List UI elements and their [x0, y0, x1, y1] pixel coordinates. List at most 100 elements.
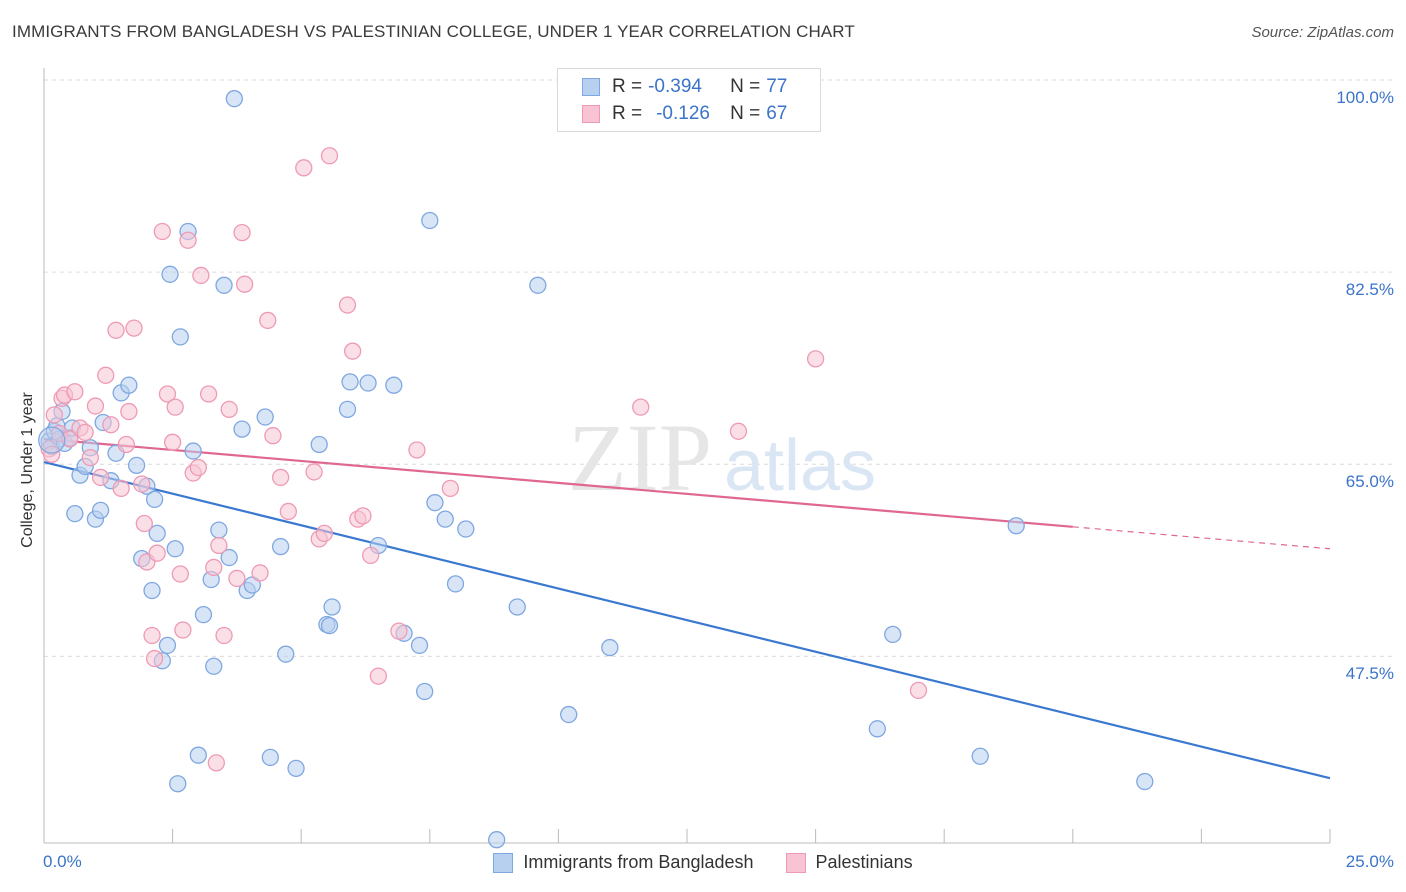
legend-label-bangladesh: Immigrants from Bangladesh [523, 852, 754, 872]
data-point [45, 406, 63, 424]
data-point [148, 544, 166, 562]
data-point [112, 479, 130, 498]
trend-line-1 [43, 437, 1073, 528]
data-point [488, 831, 506, 849]
data-point [169, 775, 187, 793]
data-point [135, 514, 153, 533]
data-point [1007, 517, 1025, 535]
series-legend: Immigrants from Bangladesh Palestinians [0, 852, 1406, 873]
data-point [228, 569, 246, 588]
data-point [38, 426, 66, 454]
data-point [971, 747, 989, 765]
data-point [256, 408, 274, 426]
legend-n-value: 67 [766, 103, 788, 124]
data-point [192, 266, 210, 285]
data-point [166, 540, 184, 558]
data-point [361, 546, 380, 565]
data-point [97, 366, 115, 384]
data-point [158, 636, 177, 655]
legend-swatch-pink [785, 852, 806, 873]
data-point [271, 468, 290, 487]
y-tick-label: 47.5% [1345, 664, 1394, 684]
legend-r-label: R = [612, 76, 643, 97]
y-tick-label: 100.0% [1336, 88, 1394, 107]
watermark: ZIP atlas [568, 404, 876, 511]
data-point [107, 321, 125, 339]
data-point [158, 385, 177, 403]
data-point [91, 501, 110, 520]
data-point [163, 433, 182, 451]
data-point [529, 276, 547, 294]
source-credit: Source: ZipAtlas.com [1251, 24, 1394, 41]
legend-n-label: N = [730, 103, 761, 124]
data-point [143, 581, 161, 600]
legend-item-palestinians[interactable]: Palestinians [785, 852, 913, 873]
data-point [354, 507, 372, 525]
data-point [446, 575, 465, 593]
y-axis-label: College, Under 1 year [19, 392, 36, 548]
data-point [385, 376, 403, 394]
data-point [189, 458, 207, 477]
data-point [338, 400, 357, 419]
data-point [343, 342, 362, 360]
data-point [271, 537, 290, 556]
trend-line-ext-1 [1072, 526, 1331, 550]
data-point [508, 598, 526, 616]
data-point [199, 385, 218, 403]
data-point [220, 548, 238, 567]
data-point [868, 720, 886, 738]
data-point [194, 605, 213, 624]
x-tick-label-min: 0.0% [43, 852, 82, 871]
data-point [369, 667, 388, 685]
data-point [259, 311, 277, 330]
data-point [341, 373, 359, 391]
data-point [233, 420, 251, 438]
data-point [120, 376, 138, 394]
data-point [210, 521, 228, 539]
data-point [295, 159, 313, 177]
data-point [125, 319, 143, 337]
data-point [305, 463, 323, 481]
legend-r-value: -0.126 [656, 103, 710, 124]
data-point [145, 490, 164, 509]
legend-row-bangladesh: R = -0.394 N = 77 [582, 76, 787, 98]
data-point [729, 422, 748, 440]
data-point [441, 479, 460, 498]
data-point [320, 616, 339, 635]
watermark-atlas: atlas [724, 426, 876, 506]
data-point [86, 397, 105, 415]
legend-item-bangladesh[interactable]: Immigrants from Bangladesh [493, 852, 754, 873]
data-point [806, 350, 825, 368]
correlation-legend: R = -0.394 N = 77 R = -0.126 N = 67 [557, 68, 821, 132]
data-point [323, 598, 341, 616]
data-point [436, 510, 454, 528]
data-point [153, 222, 171, 241]
data-point [320, 147, 339, 165]
data-point [66, 504, 84, 523]
data-point [171, 328, 189, 346]
data-point [66, 383, 84, 401]
data-point [102, 416, 120, 434]
trend-line-0 [43, 460, 1331, 780]
data-point [310, 435, 328, 454]
x-tick-label-max: 25.0% [1345, 852, 1394, 871]
chart-title: IMMIGRANTS FROM BANGLADESH VS PALESTINIA… [12, 22, 855, 41]
data-point [410, 636, 429, 655]
data-point [120, 402, 138, 421]
data-point [287, 759, 305, 777]
legend-label-palestinians: Palestinians [815, 852, 913, 872]
data-point [338, 296, 357, 314]
data-point [220, 400, 238, 419]
legend-swatch-pink [582, 105, 600, 123]
data-point [61, 430, 79, 448]
legend-swatch-blue [493, 852, 514, 873]
data-point [133, 475, 151, 493]
legend-n-value: 77 [766, 76, 788, 97]
data-point [91, 468, 110, 487]
trend-lines [43, 437, 1331, 780]
data-point [390, 622, 408, 640]
data-point [632, 398, 650, 416]
data-point [277, 645, 295, 663]
data-point [457, 520, 475, 538]
data-point [205, 657, 223, 675]
